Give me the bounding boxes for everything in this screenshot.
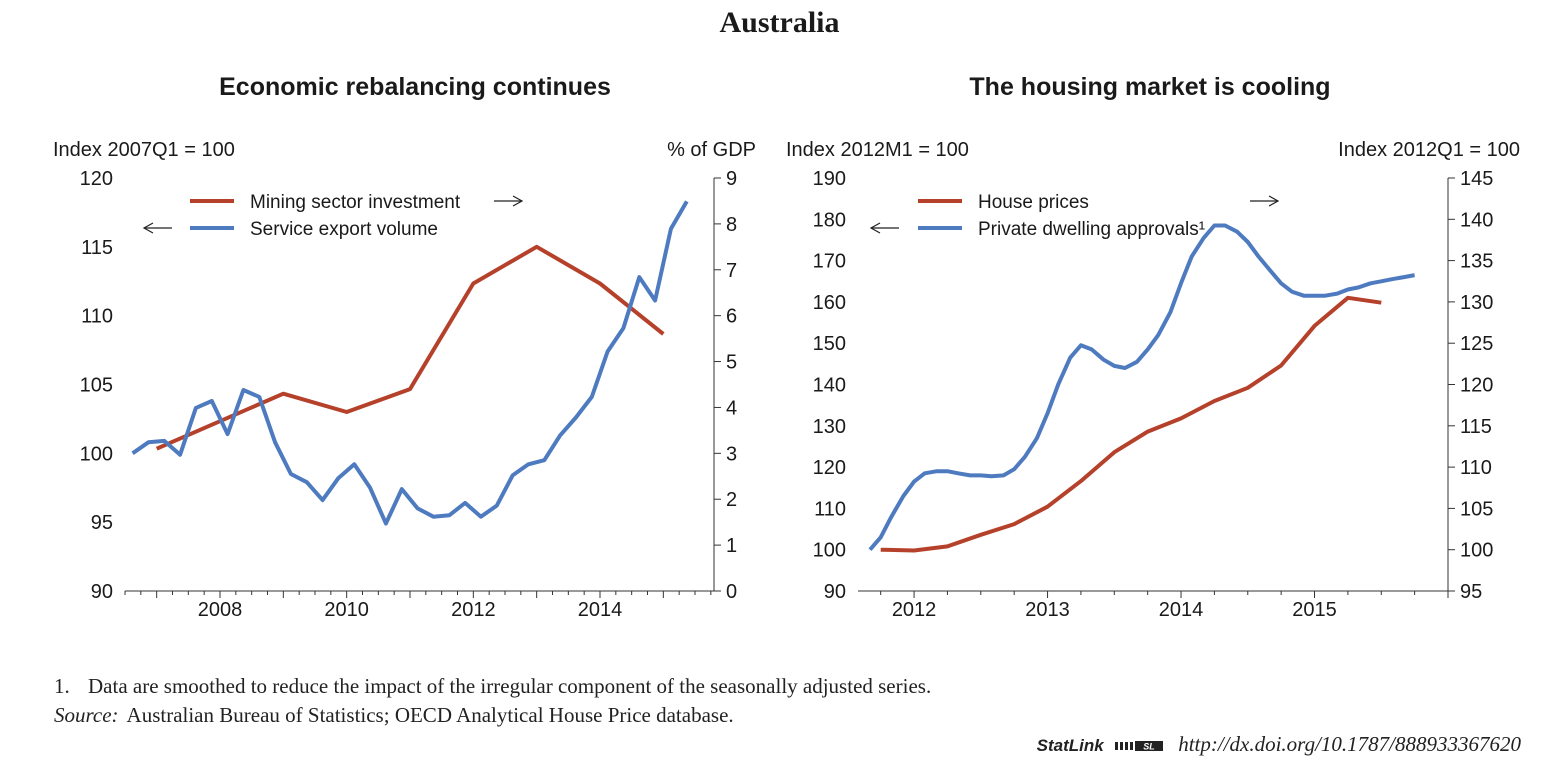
chart2-ytick-left: 140: [813, 375, 846, 397]
chart1-ytick-left: 115: [81, 237, 113, 259]
chart1-legend-label: Service export volume: [250, 219, 438, 240]
chart2-ytick-left: 110: [814, 498, 846, 520]
chart2-xtick-label: 2015: [1292, 599, 1337, 621]
chart2-xtick-label: 2013: [1025, 599, 1070, 621]
chart2-ytick-right: 100: [1460, 540, 1493, 562]
chart1-ytick-right: 0: [726, 581, 737, 603]
chart2-ytick-right: 115: [1460, 416, 1492, 438]
footnote-text: Data are smoothed to reduce the impact o…: [88, 674, 932, 698]
chart1-xtick-label: 2008: [198, 599, 243, 621]
chart1-ytick-right: 8: [726, 214, 737, 236]
chart2-ytick-left: 180: [813, 209, 846, 231]
chart1-legend-label: Mining sector investment: [250, 192, 461, 213]
chart1-ytick-right: 9: [726, 168, 737, 190]
chart2-ytick-left: 160: [813, 292, 846, 314]
chart1-right-axis-arrow-head: [512, 195, 524, 207]
chart1-xtick-label: 2010: [324, 599, 369, 621]
footnote-number: 1.: [54, 674, 70, 698]
chart1-ytick-right: 1: [726, 535, 737, 557]
svg-text:SL: SL: [1143, 742, 1155, 752]
chart2-ytick-right: 125: [1460, 333, 1493, 355]
chart1-ytick-left: 95: [91, 512, 113, 534]
chart2-ytick-left: 90: [824, 581, 846, 603]
chart2-ytick-right: 130: [1460, 292, 1493, 314]
chart2-ytick-right: 120: [1460, 375, 1493, 397]
chart1-series-blue-line: [131, 200, 689, 526]
chart2-ylabel-right: Index 2012Q1 = 100: [1338, 139, 1520, 161]
chart1-ytick-right: 5: [726, 352, 737, 374]
chart1-ytick-right: 7: [726, 260, 737, 282]
chart2-ytick-left: 170: [813, 251, 846, 273]
chart2-right-axis-arrow-head: [1268, 195, 1280, 207]
statlink: StatLink SL http://dx.doi.org/10.1787/88…: [1037, 732, 1521, 757]
chart2-ytick-right: 105: [1460, 498, 1493, 520]
chart1-ytick-left: 90: [91, 581, 113, 603]
chart1-ylabel-left: Index 2007Q1 = 100: [53, 139, 235, 161]
page-title: Australia: [719, 6, 840, 39]
chart2-xtick-label: 2014: [1159, 599, 1204, 621]
chart2-series-blue-line: [868, 223, 1415, 552]
chart2-ytick-right: 95: [1460, 581, 1482, 603]
chart2-ytick-left: 130: [813, 416, 846, 438]
chart2-legend-label: House prices: [978, 192, 1089, 213]
chart1-xtick-label: 2014: [578, 599, 623, 621]
footnote: 1. Data are smoothed to reduce the impact…: [54, 674, 931, 699]
statlink-logo-icon: SL: [1114, 741, 1163, 752]
chart2-series-red-line: [880, 295, 1382, 553]
chart2-ytick-left: 100: [813, 540, 846, 562]
chart2-title: The housing market is cooling: [969, 73, 1330, 101]
chart1-series-red-line: [155, 244, 665, 451]
source-note: Source: Australian Bureau of Statistics; …: [54, 703, 734, 728]
chart1-xtick-label: 2012: [451, 599, 496, 621]
chart2-legend-label: Private dwelling approvals¹: [978, 219, 1205, 240]
chart2-ytick-right: 140: [1460, 209, 1493, 231]
chart2-ytick-right: 135: [1460, 251, 1493, 273]
statlink-brand: StatLink: [1036, 736, 1104, 755]
chart2-ytick-left: 120: [813, 457, 846, 479]
chart2-ytick-left: 150: [813, 333, 846, 355]
chart1-ytick-left: 120: [80, 168, 113, 190]
chart2-left-axis-arrow-head: [869, 222, 881, 234]
chart2-ytick-left: 190: [813, 168, 846, 190]
chart2-ytick-right: 110: [1460, 457, 1492, 479]
chart1-ytick-left: 105: [80, 375, 113, 397]
chart1-ytick-left: 110: [81, 306, 113, 328]
statlink-url-link[interactable]: http://dx.doi.org/10.1787/888933367620: [1178, 732, 1521, 756]
chart1-ytick-left: 100: [80, 443, 113, 465]
source-text: Australian Bureau of Statistics; OECD An…: [126, 703, 734, 727]
chart1-ytick-right: 6: [726, 306, 737, 328]
chart1-ytick-right: 4: [726, 397, 737, 419]
chart1-ylabel-right: % of GDP: [667, 139, 756, 161]
chart1-ytick-right: 3: [726, 443, 737, 465]
chart1-ytick-right: 2: [726, 489, 737, 511]
chart1-title: Economic rebalancing continues: [219, 73, 611, 101]
chart1-left-axis-arrow-head: [142, 222, 154, 234]
chart2-ytick-right: 145: [1460, 168, 1493, 190]
chart2-xtick-label: 2012: [892, 599, 937, 621]
chart2-ylabel-left: Index 2012M1 = 100: [786, 139, 969, 161]
source-label: Source:: [54, 703, 119, 727]
